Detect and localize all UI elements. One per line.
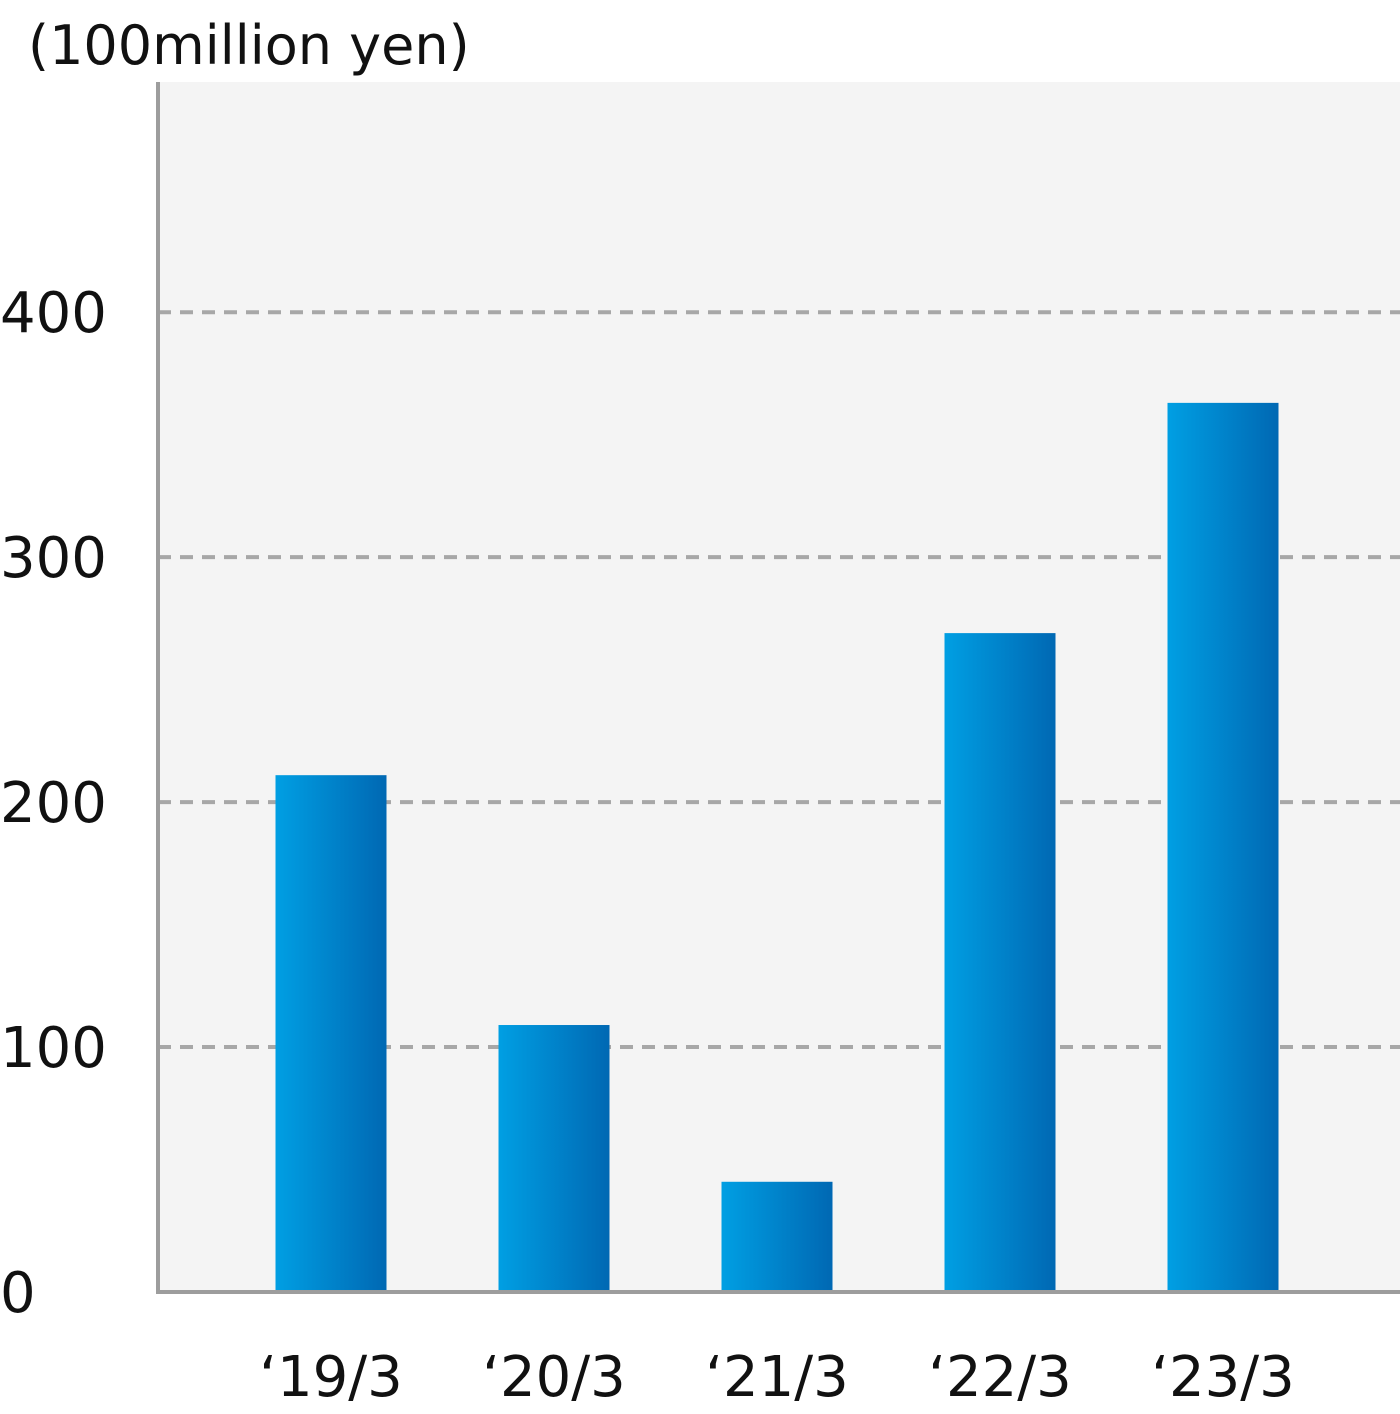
x-category-label: ‘22/3 <box>928 1345 1072 1410</box>
y-tick-label: 100 <box>0 1016 107 1081</box>
bar <box>498 1025 610 1292</box>
unit-label: (100million yen) <box>28 14 470 77</box>
x-category-label: ‘23/3 <box>1151 1345 1295 1410</box>
x-category-labels: ‘19/3 ‘20/3 ‘21/3 ‘22/3 ‘23/3 <box>259 1345 1295 1410</box>
y-tick-label: 0 <box>0 1261 36 1326</box>
y-tick-label: 300 <box>0 526 107 591</box>
bar <box>721 1181 833 1292</box>
axes <box>156 82 1400 1294</box>
y-tick-label: 200 <box>0 771 107 836</box>
bar <box>944 633 1056 1292</box>
x-category-label: ‘19/3 <box>259 1345 403 1410</box>
x-category-label: ‘20/3 <box>482 1345 626 1410</box>
bar <box>1167 402 1279 1292</box>
bar <box>275 775 387 1292</box>
y-tick-labels: 0 100 200 300 400 <box>0 281 107 1326</box>
x-category-label: ‘21/3 <box>705 1345 849 1410</box>
bars <box>275 402 1279 1292</box>
y-tick-label: 400 <box>0 281 107 346</box>
